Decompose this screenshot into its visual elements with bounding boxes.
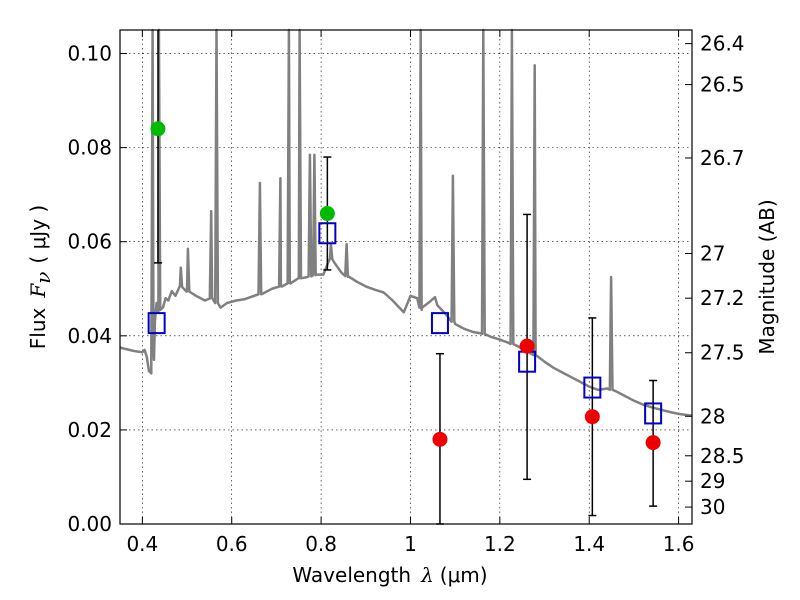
x-tick-label: 1.4 [573, 532, 605, 556]
y2-axis-label: Magnitude (AB) [755, 199, 779, 354]
y-tick-label: 0.04 [67, 324, 112, 348]
y-tick-label: 0.08 [67, 136, 112, 160]
x-tick-label: 0.6 [216, 532, 248, 556]
x-tick-label: 1 [404, 532, 417, 556]
non-detection-point [645, 435, 661, 451]
y2-tick-label: 28 [700, 404, 725, 428]
x-axis-label: Wavelength λ (μm) [292, 563, 487, 587]
model-photometry-square [318, 222, 337, 245]
y2-tick-label: 27.5 [700, 341, 745, 365]
y2-tick-label: 28.5 [700, 444, 745, 468]
y-axis-ticks: 0.00 0.02 0.04 0.06 0.08 0.10 [67, 42, 127, 536]
y2-tick-label: 26.5 [700, 73, 745, 97]
x-tick-label: 1.2 [484, 532, 516, 556]
y-tick-label: 0.00 [67, 512, 112, 536]
x-tick-label: 1.6 [663, 532, 695, 556]
y2-tick-label: 30 [700, 495, 725, 519]
model-photometry-square [147, 312, 166, 335]
detection-point [150, 121, 166, 137]
data-markers [147, 121, 663, 451]
x-axis-ticks: 0.4 0.6 0.8 1 1.2 1.4 1.6 [126, 30, 695, 556]
model-photometry-square [644, 402, 663, 425]
non-detection-point [584, 409, 600, 425]
y2-tick-label: 27 [700, 241, 725, 265]
model-photometry-square [583, 376, 602, 399]
y-tick-label: 0.06 [67, 230, 112, 254]
y2-tick-label: 29 [700, 469, 725, 493]
non-detection-point [432, 431, 448, 447]
y2-tick-label: 26.4 [700, 32, 745, 56]
detection-point [319, 205, 335, 221]
y-tick-label: 0.10 [67, 42, 112, 66]
x-tick-label: 0.4 [126, 532, 158, 556]
non-detection-point [519, 338, 535, 354]
model-photometry-square [430, 312, 449, 335]
x-tick-label: 0.8 [305, 532, 337, 556]
y-tick-label: 0.02 [67, 418, 112, 442]
spectrum-line [119, 28, 693, 418]
y-axis-label: FluxFν( μJy ) [26, 205, 55, 349]
model-spectrum [119, 28, 693, 418]
y2-tick-label: 26.7 [700, 146, 745, 170]
error-bars [153, 30, 658, 525]
grid-lines [120, 30, 692, 525]
plot-frame [119, 29, 693, 525]
y2-tick-label: 27.2 [700, 286, 745, 310]
